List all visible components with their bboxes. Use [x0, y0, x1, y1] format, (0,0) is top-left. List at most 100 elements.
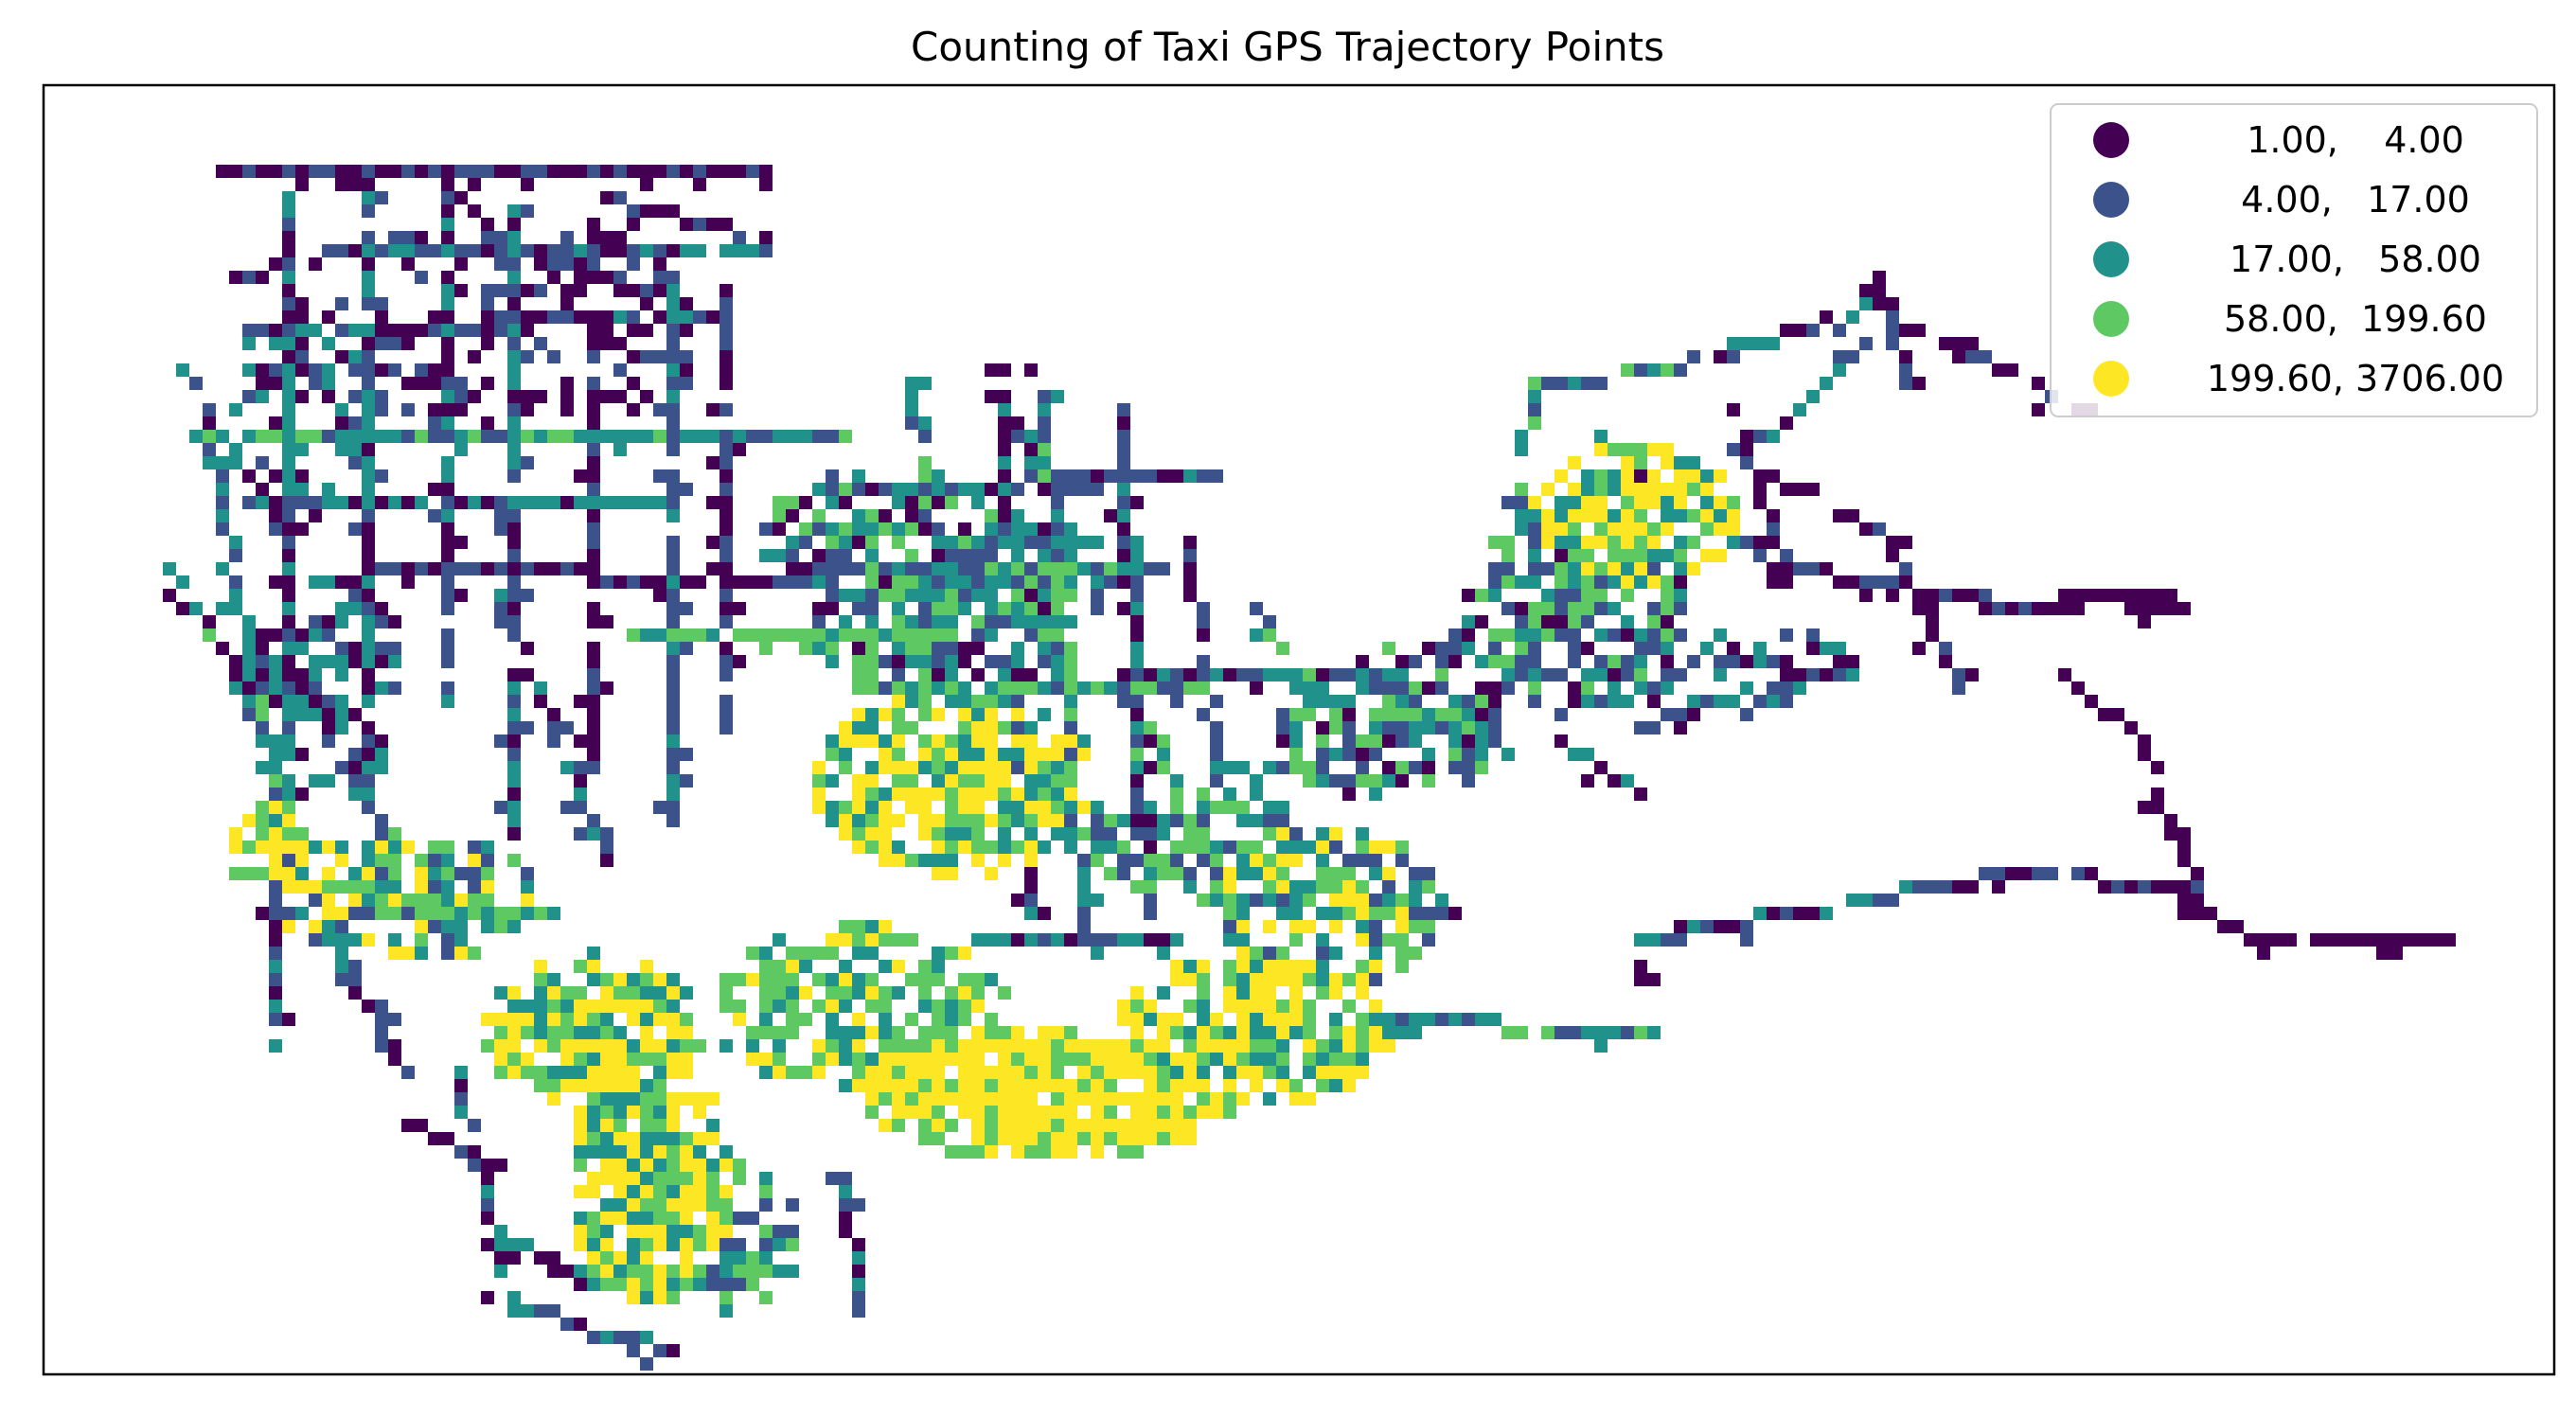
grid-cell: [282, 191, 295, 204]
grid-cell: [1448, 708, 1462, 721]
grid-cell: [799, 642, 812, 655]
grid-cell: [415, 920, 428, 933]
grid-cell: [1117, 430, 1130, 443]
grid-cell: [1117, 841, 1130, 854]
grid-cell: [282, 788, 295, 801]
grid-cell: [905, 1066, 918, 1079]
grid-cell: [1541, 483, 1554, 496]
grid-cell: [892, 615, 905, 628]
grid-cell: [1157, 761, 1170, 774]
grid-cell: [309, 681, 322, 695]
grid-cell: [720, 615, 733, 628]
grid-cell: [507, 324, 521, 337]
grid-cell: [640, 1132, 653, 1145]
grid-cell: [362, 350, 375, 363]
grid-cell: [428, 377, 441, 390]
grid-cell: [1395, 907, 1409, 920]
grid-cell: [521, 350, 534, 363]
grid-cell: [892, 681, 905, 695]
grid-cell: [1661, 628, 1674, 642]
grid-cell: [587, 1172, 600, 1185]
grid-cell: [348, 165, 362, 178]
grid-cell: [1117, 814, 1130, 827]
grid-cell: [1501, 575, 1515, 589]
grid-cell: [1992, 363, 2005, 377]
grid-cell: [666, 721, 680, 735]
grid-cell: [627, 324, 640, 337]
grid-cell: [666, 1344, 680, 1357]
grid-cell: [720, 549, 733, 562]
grid-cell: [720, 522, 733, 536]
grid-cell: [759, 1185, 773, 1198]
grid-cell: [892, 483, 905, 496]
grid-cell: [1117, 469, 1130, 483]
grid-cell: [348, 708, 362, 721]
grid-cell: [1223, 1066, 1236, 1079]
grid-cell: [1674, 920, 1687, 933]
grid-cell: [375, 827, 388, 841]
grid-cell: [1674, 721, 1687, 735]
grid-cell: [1554, 602, 1568, 615]
grid-cell: [574, 310, 587, 324]
grid-cell: [653, 1278, 666, 1291]
grid-cell: [1395, 655, 1409, 668]
grid-cell: [1157, 1106, 1170, 1119]
grid-cell: [1117, 416, 1130, 430]
grid-cell: [1992, 867, 2005, 880]
grid-cell: [985, 933, 998, 947]
grid-cell: [1316, 695, 1329, 708]
grid-cell: [2389, 947, 2403, 960]
grid-cell: [839, 483, 852, 496]
grid-cell: [640, 1172, 653, 1185]
grid-cell: [1011, 602, 1024, 615]
grid-cell: [865, 589, 879, 602]
grid-cell: [441, 403, 454, 416]
grid-cell: [309, 430, 322, 443]
grid-cell: [1409, 907, 1422, 920]
grid-cell: [706, 165, 720, 178]
grid-cell: [945, 735, 958, 748]
grid-cell: [613, 1079, 627, 1092]
grid-cell: [892, 642, 905, 655]
grid-cell: [2177, 841, 2191, 854]
grid-cell: [2363, 933, 2376, 947]
grid-cell: [1594, 589, 1608, 602]
grid-cell: [1356, 748, 1369, 761]
grid-cell: [905, 721, 918, 735]
grid-cell: [1051, 1079, 1064, 1092]
grid-cell: [653, 244, 666, 257]
grid-cell: [388, 244, 401, 257]
grid-cell: [852, 721, 865, 735]
grid-cell: [507, 602, 521, 615]
grid-cell: [759, 1026, 773, 1039]
grid-cell: [1488, 655, 1501, 668]
grid-cell: [1594, 761, 1608, 774]
grid-cell: [985, 1145, 998, 1159]
grid-cell: [2191, 867, 2204, 880]
grid-cell: [666, 801, 680, 814]
grid-cell: [1740, 920, 1753, 933]
grid-cell: [574, 1039, 587, 1053]
grid-cell: [1011, 430, 1024, 443]
grid-cell: [2257, 933, 2270, 947]
grid-cell: [362, 403, 375, 416]
grid-cell: [693, 1225, 706, 1238]
grid-cell: [1104, 575, 1117, 589]
grid-cell: [1833, 575, 1846, 589]
grid-cell: [1250, 841, 1263, 854]
grid-cell: [1674, 549, 1687, 562]
grid-cell: [640, 1079, 653, 1092]
grid-cell: [720, 443, 733, 456]
grid-cell: [574, 1318, 587, 1331]
grid-cell: [998, 1119, 1011, 1132]
grid-cell: [600, 973, 613, 986]
grid-cell: [1515, 655, 1528, 668]
grid-cell: [1303, 668, 1316, 681]
grid-cell: [507, 377, 521, 390]
grid-cell: [1197, 708, 1210, 721]
grid-cell: [971, 1066, 985, 1079]
grid-cell: [879, 522, 892, 536]
grid-cell: [428, 430, 441, 443]
grid-cell: [507, 1013, 521, 1026]
grid-cell: [1117, 854, 1130, 867]
